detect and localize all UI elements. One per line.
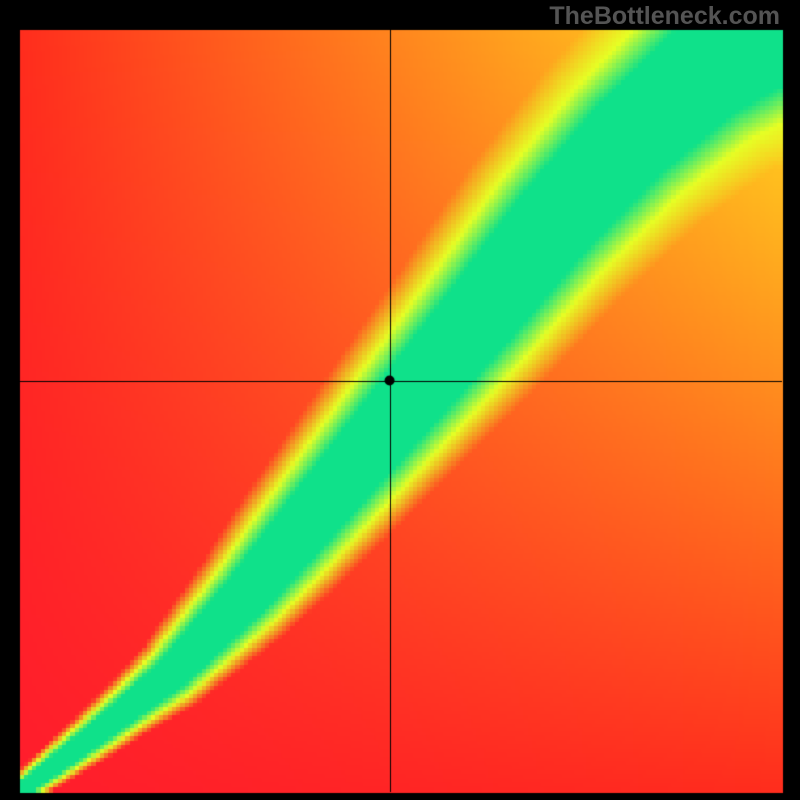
watermark-label: TheBottleneck.com <box>549 2 780 31</box>
chart-stage: TheBottleneck.com <box>0 0 800 800</box>
heatmap-canvas <box>0 0 800 800</box>
